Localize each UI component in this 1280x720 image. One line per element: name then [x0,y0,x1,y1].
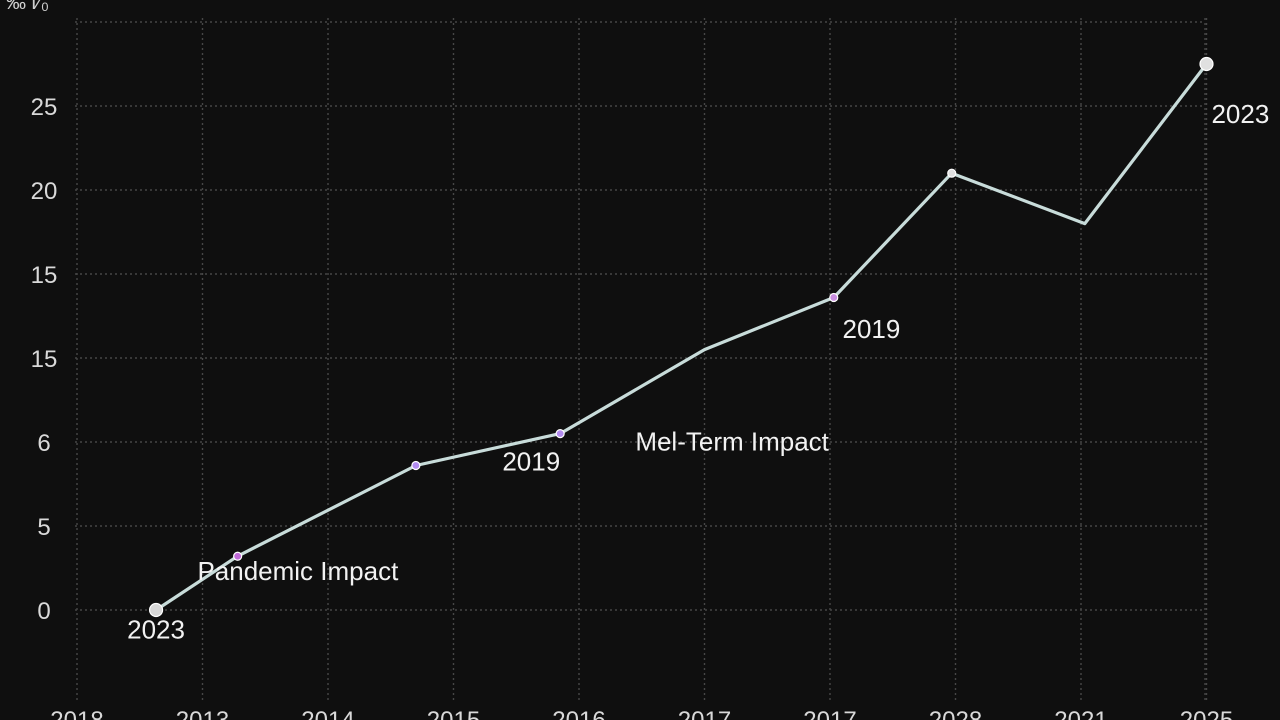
data-point [947,168,957,178]
x-tick-label: 2014 [301,707,354,720]
x-tick-label: 2017 [803,707,856,720]
annotation-label: Pandemic Impact [197,556,399,586]
data-point [1199,56,1214,72]
annotation-label: Mel-Term Impact [635,426,829,456]
annotation-label: 2019 [842,314,900,344]
x-tick-label: 2013 [176,707,229,720]
y-tick-label: 20 [31,178,58,205]
data-point [148,602,164,618]
data-point [555,429,565,439]
annotation-label: 2023 [1211,99,1269,129]
y-tick-label: 5 [37,514,50,541]
x-tick-label: 2018 [50,707,103,720]
y-tick-label: 25 [31,94,58,121]
series-line [154,62,1209,612]
x-tick-label: 2017 [678,707,731,720]
y-tick-label: 0 [37,598,50,625]
annotation-label: 2023 [127,615,185,645]
x-tick-label: 2028 [929,707,982,720]
y-tick-label: 6 [37,430,50,457]
data-point [233,551,243,561]
corner-label: ‰ ľ⁄₀ [6,0,50,14]
annotation-label: 2019 [502,447,560,477]
data-point [829,292,839,303]
x-tick-label: 2015 [427,707,480,720]
x-tick-label: 2016 [552,707,605,720]
x-tick-label: 2021 [1054,707,1107,720]
y-tick-label: 15 [31,346,58,373]
y-tick-label: 15 [31,262,58,289]
data-point [411,460,421,471]
